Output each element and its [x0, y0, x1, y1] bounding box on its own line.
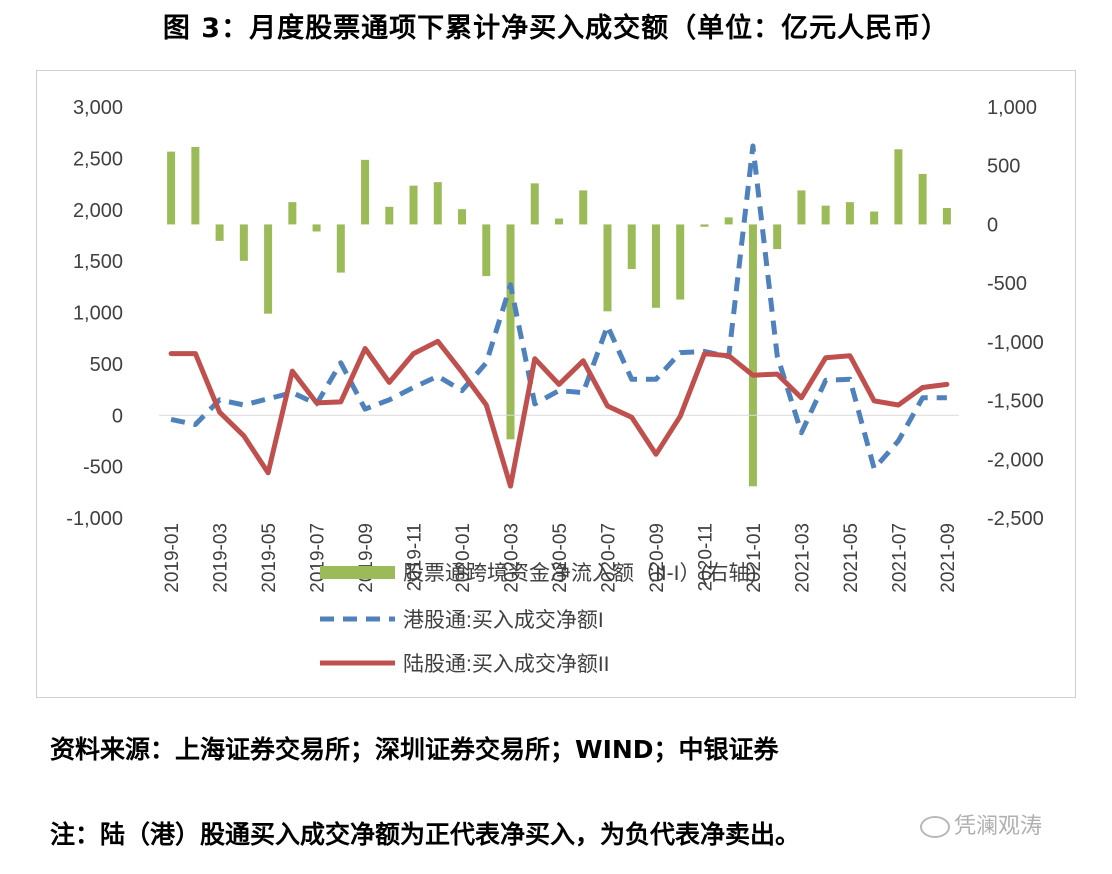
x-axis-tick-label: 2021-01 — [744, 523, 765, 593]
left-axis-tick-label: 0 — [112, 405, 123, 427]
bar — [336, 224, 345, 273]
x-axis-tick-label: 2019-05 — [259, 523, 280, 593]
legend-label: 陆股通:买入成交净额II — [403, 653, 610, 676]
bar — [942, 207, 951, 225]
bar — [288, 202, 297, 225]
x-axis-tick-label: 2019-09 — [356, 523, 377, 593]
bar — [482, 224, 491, 277]
source-text: 资料来源：上海证券交易所；深圳证券交易所；WIND；中银证券 — [50, 735, 779, 764]
left-axis-tick-label: 1,000 — [73, 303, 123, 325]
x-axis-tick-label: 2020-01 — [453, 523, 474, 593]
x-axis-tick-label: 2021-07 — [889, 523, 910, 593]
bar — [264, 224, 273, 314]
bar — [409, 185, 418, 225]
right-axis-tick-label: -2,500 — [987, 508, 1044, 530]
bar — [555, 218, 563, 225]
left-axis-tick-label: 2,500 — [73, 148, 123, 170]
left-axis-tick-label: 500 — [90, 354, 123, 376]
bar — [361, 159, 370, 225]
left-axis-tick-label: -1,000 — [66, 508, 123, 530]
right-axis-tick-label: -1,500 — [987, 391, 1044, 413]
right-axis-tick-label: 1,000 — [987, 97, 1037, 119]
x-axis-tick-label: 2020-07 — [598, 523, 619, 593]
x-axis-tick-label: 2020-11 — [695, 523, 716, 591]
bar — [458, 209, 467, 225]
x-axis-tick-label: 2019-03 — [211, 523, 232, 593]
bar — [797, 190, 806, 225]
right-axis-tick-label: 0 — [987, 214, 998, 236]
bar — [239, 224, 248, 261]
bar — [724, 217, 733, 225]
left-axis-tick-label: 1,500 — [73, 251, 123, 273]
bar — [676, 224, 685, 300]
chart-area: 3,000 2,500 2,000 1,500 1,000 500 0 -500 -1,000 1… — [36, 70, 1076, 698]
bar — [748, 224, 757, 487]
bar — [433, 182, 442, 225]
right-axis-tick-label: 500 — [987, 156, 1020, 178]
sh-connect-line — [168, 338, 950, 489]
bar — [918, 173, 927, 225]
bar — [530, 183, 539, 225]
bar — [845, 202, 854, 225]
x-axis-tick-label: 2020-03 — [502, 523, 523, 593]
right-axis-tick-label: -1,000 — [987, 332, 1044, 354]
legend-swatch-bar — [320, 566, 395, 579]
legend-label: 港股通:买入成交净额I — [403, 609, 604, 632]
watermark: 凭澜观涛 — [920, 808, 1042, 840]
legend-label: 股票通跨境资金净流入额（II-I）(右轴) — [403, 562, 756, 585]
chat-bubble-icon — [920, 816, 950, 838]
bar — [312, 224, 321, 232]
x-axis-tick-label: 2021-05 — [841, 523, 862, 593]
left-axis-tick-label: -500 — [83, 457, 123, 479]
x-axis-tick-label: 2019-11 — [405, 523, 426, 591]
bar — [821, 205, 830, 225]
bar — [506, 224, 515, 440]
x-axis-tick-label: 2021-03 — [792, 523, 813, 593]
bar — [773, 224, 782, 250]
right-axis-tick-label: -2,000 — [987, 449, 1044, 471]
x-axis-tick-label: 2020-09 — [647, 523, 668, 593]
bar — [870, 211, 879, 225]
bar — [215, 224, 224, 241]
x-axis-tick-label: 2021-09 — [938, 523, 959, 593]
bar — [191, 146, 200, 225]
bar — [603, 224, 612, 312]
right-axis-tick-label: -500 — [987, 273, 1027, 295]
watermark-label: 凭澜观涛 — [954, 814, 1043, 839]
bar — [167, 151, 176, 225]
chart-svg: 3,000 2,500 2,000 1,500 1,000 500 0 -500 -1,000 1… — [66, 97, 1044, 676]
bar — [700, 224, 709, 227]
hk-connect-line — [170, 143, 947, 472]
left-axis-tick-label: 2,000 — [73, 200, 123, 222]
chart-title: 图 3：月度股票通项下累计净买入成交额（单位：亿元人民币） — [162, 13, 950, 44]
bar — [579, 190, 588, 225]
x-axis-tick-label: 2020-05 — [550, 523, 571, 593]
left-axis-tick-label: 3,000 — [73, 97, 123, 119]
bar — [627, 224, 636, 270]
x-axis-tick-label: 2019-07 — [308, 523, 329, 593]
x-axis-tick-label: 2019-01 — [162, 523, 183, 593]
note-text: 注：陆（港）股通买入成交净额为正代表净买入，为负代表净卖出。 — [50, 820, 801, 849]
bar — [385, 206, 394, 225]
bar — [894, 149, 903, 225]
bar — [651, 224, 660, 308]
